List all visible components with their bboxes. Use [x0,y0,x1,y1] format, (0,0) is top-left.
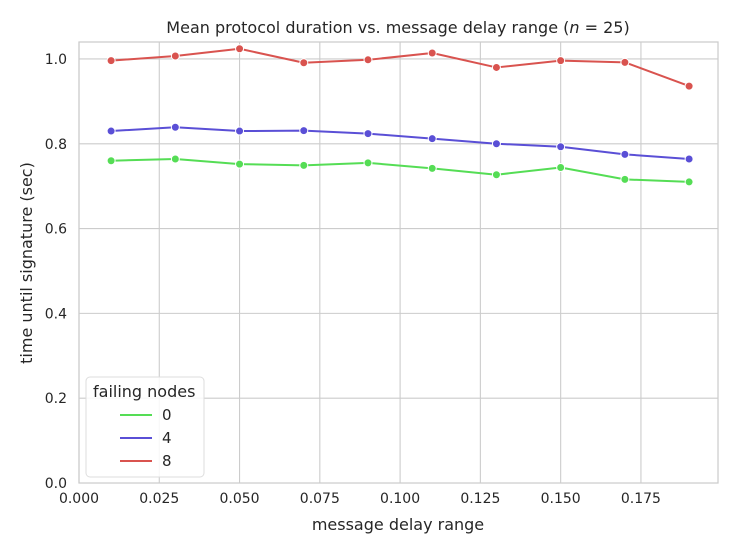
data-point-0 [491,170,501,180]
legend-items: 0 4 8 [120,406,172,470]
series-lines [111,47,690,183]
data-point-4 [170,122,180,132]
data-point-8 [106,56,116,66]
data-point-8 [235,44,245,54]
data-point-4 [363,129,373,139]
y-tick-label: 0.8 [45,137,67,153]
legend-label-4: 4 [162,429,172,447]
y-tick-label: 0.4 [45,306,67,322]
x-axis-label: message delay range [312,515,484,534]
data-point-8 [491,62,501,72]
chart-title: Mean protocol duration vs. message delay… [166,18,629,37]
legend-title: failing nodes [93,382,195,401]
legend-label-8: 8 [162,452,172,470]
x-tick-label: 0.075 [300,491,340,507]
data-point-4 [235,126,245,136]
y-tick-label: 0.0 [45,476,67,492]
x-tick-label: 0.100 [380,491,420,507]
data-point-0 [556,163,566,173]
data-point-0 [363,158,373,168]
data-point-8 [299,58,309,68]
x-tick-labels: 0.000 0.025 0.050 0.075 0.100 0.125 0.150 0.175 [59,491,661,507]
data-point-4 [427,134,437,144]
legend: failing nodes 0 4 8 [85,376,205,478]
series-line-4 [111,126,690,161]
data-point-0 [427,163,437,173]
x-tick-label: 0.150 [541,491,581,507]
data-point-4 [491,139,501,149]
data-point-8 [556,56,566,66]
data-point-4 [556,142,566,152]
series-line-8 [111,47,690,88]
data-point-8 [170,51,180,61]
y-tick-label: 0.2 [45,391,67,407]
x-tick-label: 0.050 [220,491,260,507]
data-point-0 [684,177,694,187]
data-point-0 [235,159,245,169]
plot-frame [78,41,719,484]
x-tick-label: 0.000 [59,491,99,507]
data-point-0 [106,156,116,166]
data-point-4 [106,126,116,136]
y-axis-label: time until signature (sec) [17,162,36,364]
data-point-4 [620,149,630,159]
data-point-8 [427,48,437,58]
data-point-4 [299,126,309,136]
data-point-4 [684,154,694,164]
data-point-0 [299,160,309,170]
data-point-0 [620,174,630,184]
legend-box [85,376,205,478]
data-point-8 [363,55,373,65]
data-point-8 [620,57,630,67]
y-tick-labels: 0.0 0.2 0.4 0.6 0.8 1.0 [45,52,67,492]
legend-label-0: 0 [162,406,172,424]
x-tick-label: 0.025 [139,491,179,507]
y-tick-label: 1.0 [45,52,67,68]
data-point-0 [170,154,180,164]
series-line-0 [111,158,690,183]
series-markers [106,44,694,187]
data-point-8 [684,81,694,91]
y-tick-label: 0.6 [45,222,67,238]
x-tick-label: 0.125 [460,491,500,507]
x-tick-label: 0.175 [621,491,661,507]
